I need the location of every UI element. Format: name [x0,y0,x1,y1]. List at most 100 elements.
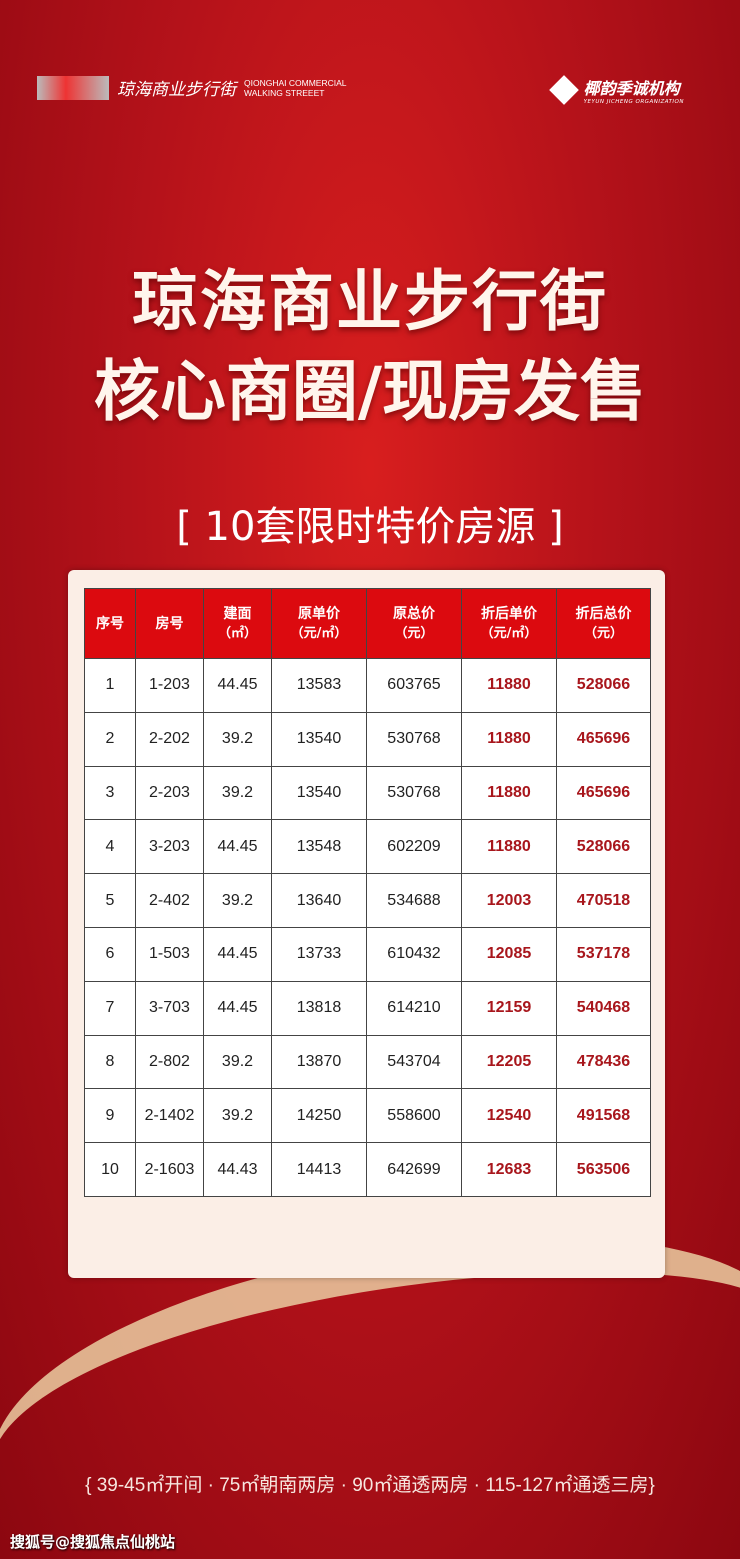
price-table: 序号 房号 建面 （㎡） 原单价 （元/㎡） 原总价 （元） 折后单价 （元/㎡） 折后总价 （元） … [84,588,651,1197]
table-cell: 3-203 [135,819,204,875]
logo-image [37,75,109,100]
table-row: 1 1-203 44.45 13583 603765 11880 528066 [84,658,651,713]
table-cell: 543704 [366,1034,462,1090]
table-cell: 5 [84,873,136,928]
table-cell: 12159 [461,980,557,1036]
table-cell: 3 [84,765,136,821]
table-row: 7 3-703 44.45 13818 614210 12159 540468 [84,980,651,1036]
table-cell: 491568 [556,1088,651,1144]
table-cell: 614210 [366,980,462,1036]
table-cell: 603765 [366,658,462,713]
watermark: 搜狐号@搜狐焦点仙桃站 [10,1533,176,1551]
headline-line1: 琼海商业步行街 [132,263,608,340]
table-cell: 530768 [366,765,462,821]
table-cell: 8 [84,1034,136,1090]
table-cell: 537178 [556,926,651,982]
table-cell: 465696 [556,765,651,821]
table-cell: 44.45 [203,926,272,982]
table-cell: 528066 [556,819,651,875]
table-row: 9 2-1402 39.2 14250 558600 12540 491568 [84,1088,651,1144]
table-cell: 39.2 [203,1034,272,1090]
table-cell: 558600 [366,1088,462,1144]
table-cell: 478436 [556,1034,651,1090]
table-cell: 2-1402 [135,1088,204,1144]
subtitle: [ 10套限时特价房源 ] [176,504,564,550]
table-cell: 14413 [271,1142,367,1197]
table-cell: 12085 [461,926,557,982]
table-cell: 530768 [366,711,462,767]
table-cell: 2 [84,711,136,767]
table-cell: 2-1603 [135,1142,204,1197]
table-cell: 14250 [271,1088,367,1144]
logo-cn: 琼海商业步行街 [117,80,236,100]
table-row: 2 2-202 39.2 13540 530768 11880 465696 [84,711,651,767]
table-cell: 465696 [556,711,651,767]
table-row: 6 1-503 44.45 13733 610432 12085 537178 [84,926,651,982]
table-cell: 610432 [366,926,462,982]
table-cell: 11880 [461,658,557,713]
table-cell: 13540 [271,711,367,767]
agency-logo: 椰韵季诚机构 YEYUN JICHENG ORGANIZATION [548,75,684,105]
table-cell: 602209 [366,819,462,875]
table-cell: 13818 [271,980,367,1036]
column-header: 序号 [84,588,136,659]
table-cell: 528066 [556,658,651,713]
handshake-diamond-icon [548,75,579,105]
column-header: 原总价 （元） [366,588,462,659]
table-cell: 39.2 [203,1088,272,1144]
unit-types: { 39-45㎡开间 · 75㎡朝南两房 · 90㎡通透两房 · 115-127… [85,1475,655,1496]
table-cell: 13870 [271,1034,367,1090]
table-cell: 6 [84,926,136,982]
table-cell: 12205 [461,1034,557,1090]
table-cell: 13540 [271,765,367,821]
table-cell: 4 [84,819,136,875]
table-cell: 13733 [271,926,367,982]
table-cell: 39.2 [203,873,272,928]
column-header: 房号 [135,588,204,659]
table-cell: 39.2 [203,765,272,821]
header-bar: 琼海商业步行街 QIONGHAI COMMERCIAL WALKING STREE… [0,60,740,120]
table-cell: 563506 [556,1142,651,1197]
column-header: 折后总价 （元） [556,588,651,659]
table-cell: 44.45 [203,980,272,1036]
table-cell: 11880 [461,765,557,821]
table-cell: 7 [84,980,136,1036]
table-cell: 13548 [271,819,367,875]
table-cell: 12683 [461,1142,557,1197]
table-cell: 2-203 [135,765,204,821]
table-cell: 44.45 [203,819,272,875]
table-row: 4 3-203 44.45 13548 602209 11880 528066 [84,819,651,875]
table-cell: 44.45 [203,658,272,713]
column-header: 建面 （㎡） [203,588,272,659]
table-cell: 1 [84,658,136,713]
table-cell: 540468 [556,980,651,1036]
table-cell: 9 [84,1088,136,1144]
table-cell: 13583 [271,658,367,713]
headline-line2: 核心商圈/现房发售 [93,353,647,430]
table-cell: 12003 [461,873,557,928]
table-cell: 39.2 [203,711,272,767]
column-header: 折后单价 （元/㎡） [461,588,557,659]
table-cell: 12540 [461,1088,557,1144]
table-cell: 534688 [366,873,462,928]
price-table-card: 序号 房号 建面 （㎡） 原单价 （元/㎡） 原总价 （元） 折后单价 （元/㎡） 折后总价 （元） … [68,570,665,1278]
table-cell: 2-202 [135,711,204,767]
table-row: 8 2-802 39.2 13870 543704 12205 478436 [84,1034,651,1090]
column-header: 原单价 （元/㎡） [271,588,367,659]
table-cell: 2-402 [135,873,204,928]
table-cell: 470518 [556,873,651,928]
table-cell: 11880 [461,711,557,767]
table-cell: 2-802 [135,1034,204,1090]
project-logo: 琼海商业步行街 QIONGHAI COMMERCIAL WALKING STREE… [37,75,346,100]
table-cell: 13640 [271,873,367,928]
table-row: 3 2-203 39.2 13540 530768 11880 465696 [84,765,651,821]
table-cell: 1-503 [135,926,204,982]
table-cell: 10 [84,1142,136,1197]
table-row: 5 2-402 39.2 13640 534688 12003 470518 [84,873,651,928]
table-cell: 642699 [366,1142,462,1197]
table-cell: 11880 [461,819,557,875]
table-cell: 3-703 [135,980,204,1036]
logo-en: QIONGHAI COMMERCIAL WALKING STREEET [244,77,347,98]
table-cell: 1-203 [135,658,204,713]
table-row: 10 2-1603 44.43 14413 642699 12683 563506 [84,1142,651,1197]
